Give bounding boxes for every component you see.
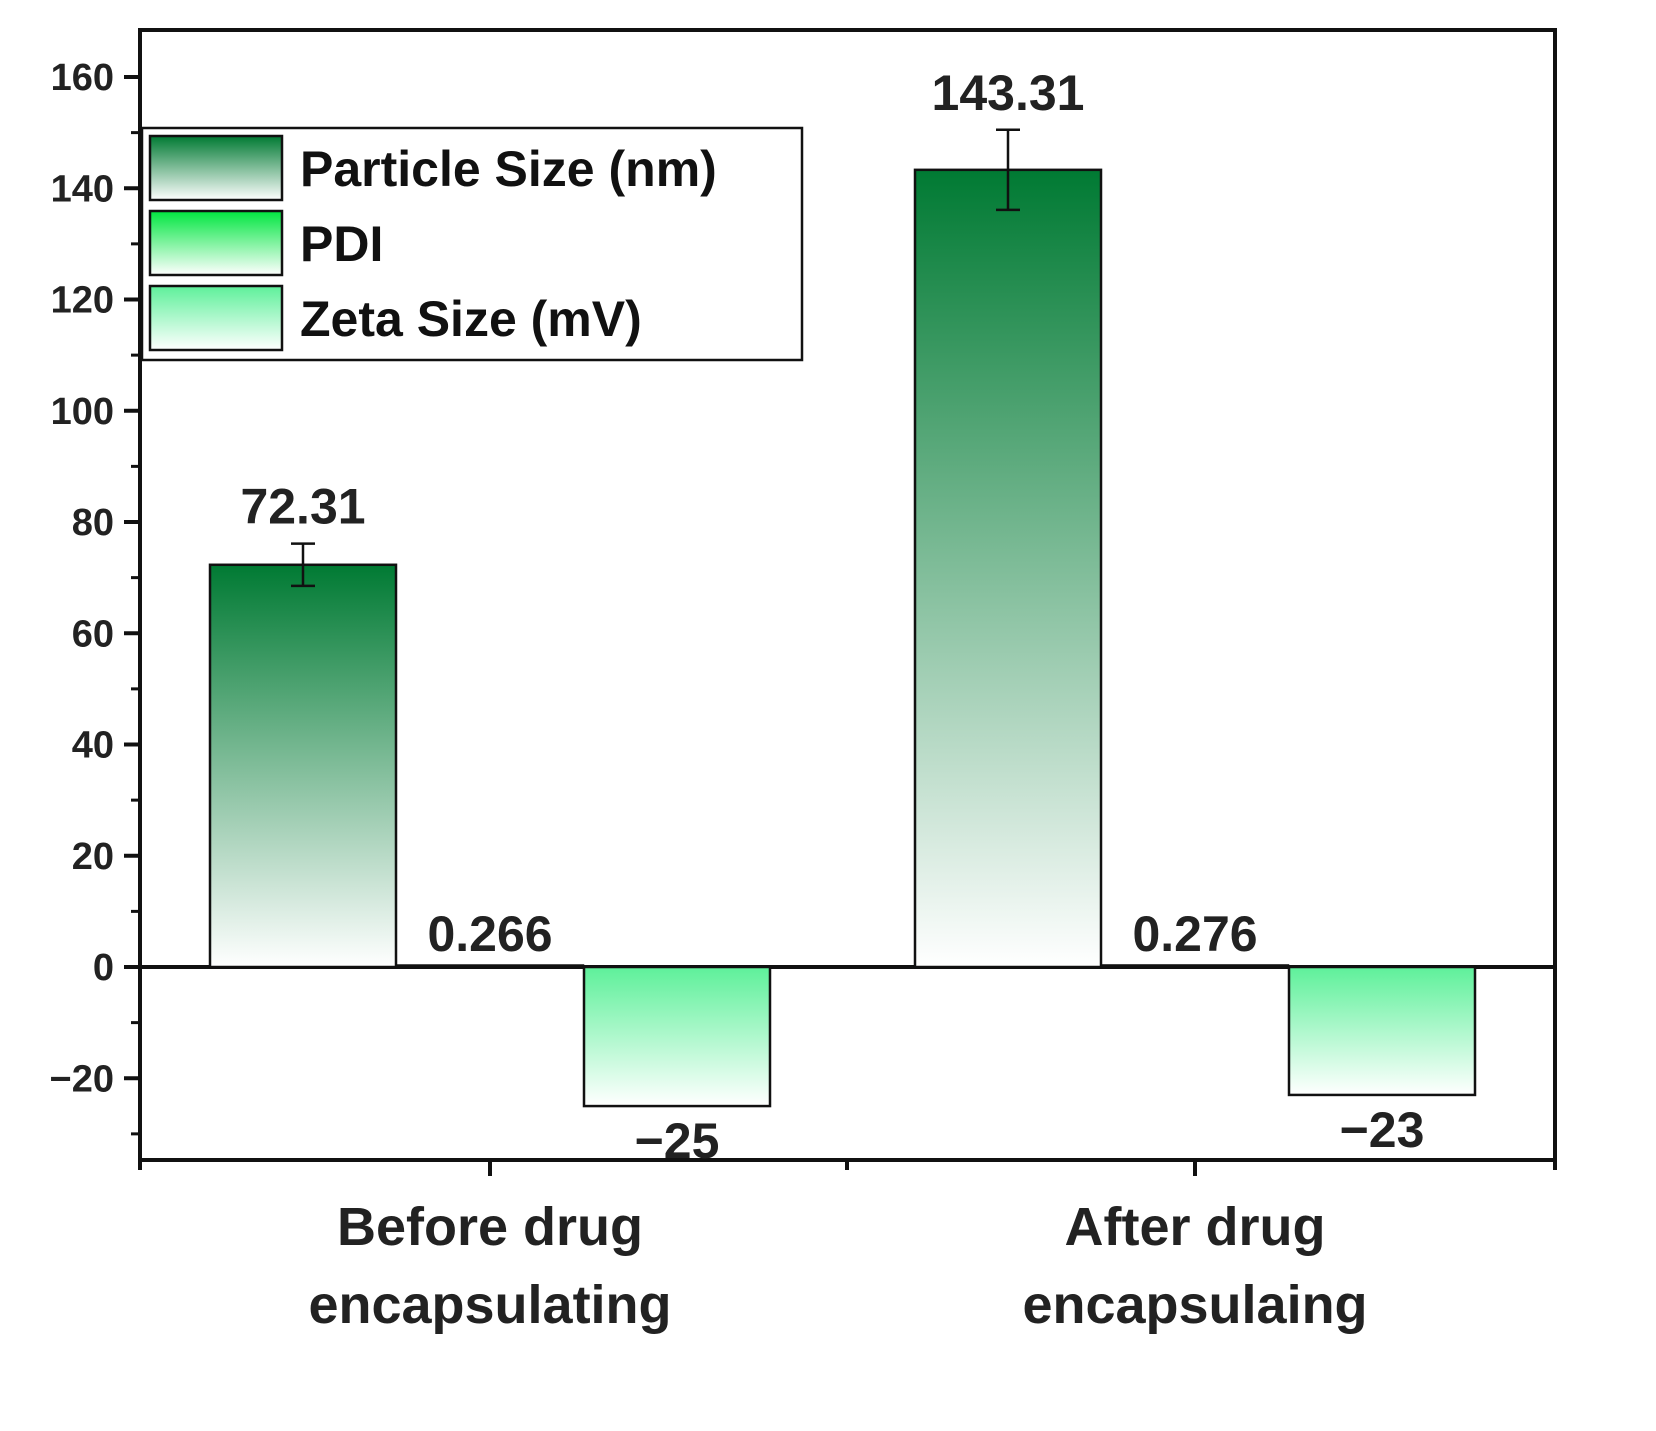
axes: −20 0 20 40 60 80 100 120 140 160 xyxy=(50,28,1557,1176)
y-tick-label: 140 xyxy=(51,168,114,210)
data-label: −23 xyxy=(1340,1102,1425,1158)
data-label: 0.266 xyxy=(427,906,552,962)
legend: Particle Size (nm) PDI Zeta Size (mV) xyxy=(140,126,804,362)
x-category-label: Before drug xyxy=(337,1197,643,1257)
legend-swatch xyxy=(148,209,284,277)
legend-entry: Zeta Size (mV) xyxy=(300,291,642,347)
y-tick-label: 60 xyxy=(72,613,114,655)
y-tick-label: 0 xyxy=(93,947,114,989)
legend-swatch xyxy=(148,134,284,202)
bars xyxy=(208,128,1477,1108)
y-tick-label: 20 xyxy=(72,836,114,878)
data-label: 143.31 xyxy=(932,65,1085,121)
bar xyxy=(582,965,772,1108)
x-category-label: encapsulating xyxy=(308,1275,671,1335)
x-category-label: After drug xyxy=(1065,1197,1326,1257)
y-tick-label: −20 xyxy=(50,1058,114,1100)
legend-entry: PDI xyxy=(300,216,383,272)
legend-entry: Particle Size (nm) xyxy=(300,141,717,197)
y-tick-label: 80 xyxy=(72,502,114,544)
y-tick-label: 120 xyxy=(51,280,114,322)
bar xyxy=(913,168,1103,969)
y-tick-label: 100 xyxy=(51,391,114,433)
data-label: −25 xyxy=(635,1113,720,1169)
legend-swatch xyxy=(148,284,284,352)
x-category-label: encapsulaing xyxy=(1022,1275,1367,1335)
y-tick-label: 40 xyxy=(72,725,114,767)
y-tick-label: 160 xyxy=(51,57,114,99)
bar xyxy=(1100,964,1290,969)
labels: Before drug encapsulating After drug encaps… xyxy=(240,65,1424,1335)
bar xyxy=(395,964,585,969)
bar xyxy=(1287,965,1477,1097)
data-label: 72.31 xyxy=(240,479,365,535)
data-label: 0.276 xyxy=(1132,906,1257,962)
bar xyxy=(208,563,398,969)
